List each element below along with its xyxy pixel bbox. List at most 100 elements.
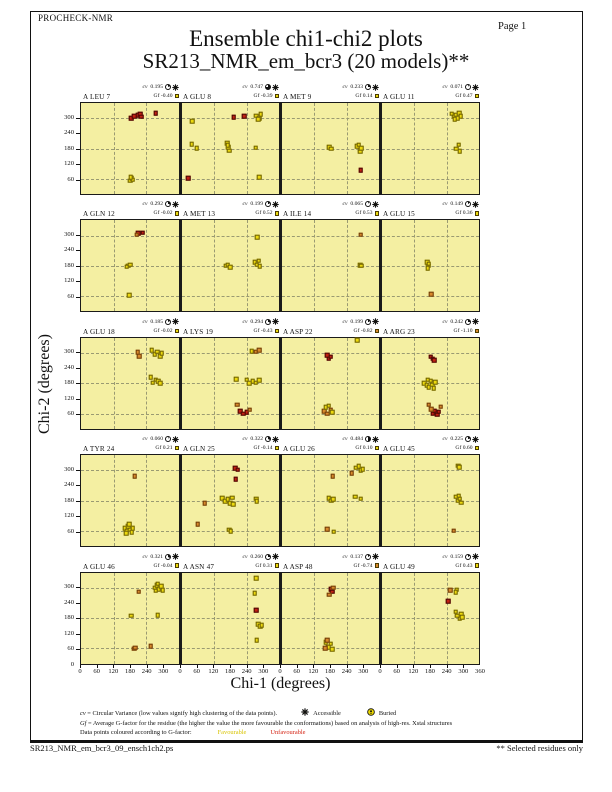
gridline-horizontal <box>282 178 379 180</box>
cv-line: cv 0.185 <box>143 318 179 326</box>
plot-area <box>280 454 380 548</box>
gridline-vertical <box>246 572 248 664</box>
plot-header: A MET 13 cv 0.199 Gf 0.52 <box>180 199 280 219</box>
data-point <box>225 143 231 148</box>
data-point <box>426 402 432 408</box>
y-tick-label: 300 <box>64 583 74 591</box>
x-tick-mark <box>113 664 115 668</box>
data-point <box>189 142 194 147</box>
gf-square-icon <box>374 211 379 216</box>
y-tick-mark <box>76 531 80 533</box>
gridline-horizontal <box>81 235 179 237</box>
gridline-horizontal <box>182 413 279 415</box>
accessible-star-icon <box>472 553 479 560</box>
gf-line: Gf 0.43 <box>455 562 479 570</box>
data-point <box>226 148 232 153</box>
y-tick-label: 60 <box>67 175 74 183</box>
gridline-horizontal <box>182 235 279 237</box>
data-point <box>358 263 364 269</box>
gridline-horizontal <box>182 587 279 589</box>
data-point <box>255 117 261 122</box>
gf-line: Gf -0.39 <box>254 92 279 100</box>
gf-square-icon <box>474 93 479 99</box>
gridline-horizontal <box>81 648 179 650</box>
data-point <box>257 264 262 269</box>
data-point <box>448 587 453 593</box>
gridline-horizontal <box>81 148 179 150</box>
plot-cell: A GLN 25 cv 0.322 Gf -0.14 <box>180 434 280 548</box>
plot-grid: A LEU 7 cv 0.195 Gf -0.40 A GLU 8 cv 0.747 Gf… <box>80 82 481 670</box>
accessible-star-icon <box>272 318 279 326</box>
gridline-horizontal <box>81 383 179 385</box>
data-point <box>136 353 142 359</box>
data-point <box>234 376 239 382</box>
y-tick-label: 240 <box>64 363 74 371</box>
gridline-vertical <box>146 455 148 547</box>
cv-pie-icon <box>464 201 471 208</box>
gf-line: Gf 0.31 <box>255 562 279 570</box>
data-point <box>228 528 233 534</box>
data-point <box>452 117 458 122</box>
y-tick-label: 120 <box>64 512 74 520</box>
cv-pie-icon <box>164 553 171 560</box>
gf-line: Gf -0.40 <box>154 92 179 100</box>
x-tick-mark <box>396 664 398 668</box>
gridline-horizontal <box>382 648 479 650</box>
data-point <box>195 521 200 527</box>
plot-area <box>80 336 180 430</box>
x-tick-mark <box>213 664 215 668</box>
residue-label: A GLN 25 <box>183 445 215 454</box>
data-point <box>254 575 259 581</box>
plot-area <box>180 102 280 195</box>
plot-cell: A GLU 46 cv 0.321 Gf -0.04 <box>80 552 180 666</box>
gf-line: Gf -1.10 <box>454 327 479 335</box>
page-title: Ensemble chi1-chi2 plots <box>189 26 423 51</box>
gridline-vertical <box>446 455 448 547</box>
cv-pie-icon <box>464 318 471 325</box>
cv-line: cv 0.292 <box>143 200 179 208</box>
x-tick-label: 240 <box>441 667 452 675</box>
plot-area <box>80 571 180 665</box>
plot-area <box>180 336 280 430</box>
x-tick-mark <box>146 664 148 668</box>
y-tick-mark <box>76 618 80 620</box>
x-tick-mark <box>196 664 198 668</box>
data-point <box>253 380 259 386</box>
gridline-horizontal <box>382 178 479 180</box>
gridline-vertical <box>446 103 448 194</box>
residue-label: A TYR 24 <box>83 445 115 454</box>
data-point <box>451 528 456 534</box>
x-tick-mark <box>280 664 281 668</box>
data-point <box>130 526 136 531</box>
plot-area <box>80 102 180 195</box>
plot-area <box>280 219 380 313</box>
procheck-label: PROCHECK-NMR <box>38 13 114 23</box>
data-point <box>324 411 330 416</box>
data-point <box>256 348 262 353</box>
cv-line: cv 0.242 <box>443 318 479 326</box>
gf-square-icon <box>474 445 479 451</box>
x-tick-label: 60 <box>393 667 400 675</box>
data-point <box>458 500 464 505</box>
gf-line: Gf 0.36 <box>455 209 479 217</box>
x-tick-label: 0 <box>178 667 182 675</box>
residue-label: A GLU 11 <box>383 93 415 101</box>
data-point <box>453 589 459 595</box>
gf-square-icon <box>374 93 379 99</box>
y-tick-mark <box>76 587 80 589</box>
gridline-vertical <box>246 220 248 312</box>
legend-cv-text: = Circular Variance (low values signify … <box>87 710 278 717</box>
data-point <box>259 622 265 628</box>
gridline-vertical <box>113 337 115 429</box>
gridline-horizontal <box>282 470 379 472</box>
data-point <box>356 142 362 147</box>
accessible-star-icon <box>172 553 179 560</box>
y-tick-mark <box>76 296 80 298</box>
gridline-horizontal <box>282 618 379 620</box>
plot-cell: A LYS 19 cv 0.294 Gf -0.43 <box>180 317 280 431</box>
gridline-horizontal <box>282 118 379 120</box>
data-point <box>133 645 138 650</box>
data-point <box>194 145 200 151</box>
data-point <box>244 410 249 415</box>
gridline-vertical <box>346 103 348 194</box>
